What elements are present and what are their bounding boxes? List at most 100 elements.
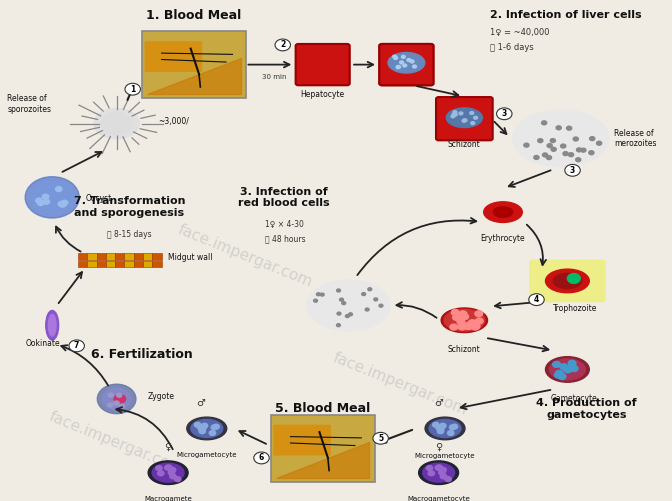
Ellipse shape <box>484 202 522 222</box>
Circle shape <box>379 304 383 307</box>
FancyBboxPatch shape <box>436 97 493 140</box>
Circle shape <box>463 119 467 122</box>
Circle shape <box>573 137 579 141</box>
Text: 3. Infection of
red blood cells: 3. Infection of red blood cells <box>239 186 330 208</box>
Circle shape <box>209 430 216 435</box>
Circle shape <box>396 66 400 69</box>
Ellipse shape <box>46 311 58 340</box>
Text: 1. Blood Meal: 1. Blood Meal <box>146 9 241 22</box>
Circle shape <box>125 83 140 95</box>
Circle shape <box>457 319 465 325</box>
Circle shape <box>396 66 401 68</box>
Text: 6: 6 <box>259 453 264 462</box>
FancyBboxPatch shape <box>153 261 162 267</box>
Circle shape <box>440 474 447 479</box>
Circle shape <box>413 65 417 68</box>
Circle shape <box>459 311 467 317</box>
FancyBboxPatch shape <box>271 415 374 481</box>
Text: Hepatocyte: Hepatocyte <box>300 90 345 99</box>
Circle shape <box>436 465 442 470</box>
Text: ♀: ♀ <box>435 442 442 452</box>
Ellipse shape <box>442 308 488 333</box>
Circle shape <box>566 126 572 130</box>
Text: Gametocyte: Gametocyte <box>550 394 597 403</box>
Text: 7: 7 <box>74 341 79 350</box>
Ellipse shape <box>152 463 184 482</box>
Ellipse shape <box>446 108 482 128</box>
Text: Schizont: Schizont <box>448 345 480 354</box>
Text: 6. Fertilization: 6. Fertilization <box>91 348 194 361</box>
Circle shape <box>461 314 468 320</box>
Circle shape <box>433 422 439 427</box>
Circle shape <box>451 424 458 429</box>
Ellipse shape <box>493 207 513 217</box>
Circle shape <box>439 470 445 475</box>
FancyBboxPatch shape <box>115 253 124 260</box>
Circle shape <box>497 108 512 120</box>
Circle shape <box>61 200 68 205</box>
Circle shape <box>538 139 543 143</box>
Circle shape <box>317 293 321 296</box>
Circle shape <box>563 152 568 156</box>
Circle shape <box>428 471 435 476</box>
Circle shape <box>556 370 563 376</box>
Circle shape <box>437 429 444 434</box>
Circle shape <box>407 59 411 62</box>
Circle shape <box>194 422 201 427</box>
Circle shape <box>199 429 206 434</box>
Circle shape <box>158 471 164 476</box>
Circle shape <box>470 112 474 115</box>
Circle shape <box>31 181 73 213</box>
Circle shape <box>547 144 552 148</box>
Circle shape <box>337 312 341 315</box>
Circle shape <box>114 394 126 403</box>
Circle shape <box>529 294 544 306</box>
Circle shape <box>552 361 560 367</box>
Text: Ookinate: Ookinate <box>26 339 60 348</box>
Circle shape <box>448 430 454 435</box>
Circle shape <box>568 364 576 370</box>
Polygon shape <box>276 442 370 477</box>
Circle shape <box>42 194 49 199</box>
Text: ♂: ♂ <box>196 398 205 408</box>
Text: Release of
merozoites: Release of merozoites <box>614 129 657 148</box>
Circle shape <box>200 425 206 430</box>
Circle shape <box>472 323 480 329</box>
Text: Microgametocyte: Microgametocyte <box>415 453 475 459</box>
Circle shape <box>368 288 372 291</box>
FancyBboxPatch shape <box>106 261 115 267</box>
Circle shape <box>569 153 574 157</box>
Circle shape <box>43 199 50 204</box>
FancyBboxPatch shape <box>144 41 202 72</box>
Circle shape <box>337 324 341 327</box>
FancyBboxPatch shape <box>124 261 134 267</box>
Ellipse shape <box>93 108 140 139</box>
Circle shape <box>168 470 175 475</box>
Circle shape <box>321 293 324 296</box>
FancyBboxPatch shape <box>143 253 153 260</box>
Circle shape <box>156 465 162 470</box>
Ellipse shape <box>187 417 226 440</box>
Text: 3: 3 <box>502 109 507 118</box>
Text: 2: 2 <box>280 41 286 50</box>
Ellipse shape <box>550 359 585 380</box>
Circle shape <box>254 452 269 464</box>
Circle shape <box>439 423 446 428</box>
Circle shape <box>365 308 369 311</box>
Circle shape <box>576 158 581 162</box>
Circle shape <box>452 113 456 116</box>
Text: 2. Infection of liver cells: 2. Infection of liver cells <box>490 11 642 21</box>
Circle shape <box>345 315 349 318</box>
FancyBboxPatch shape <box>134 253 143 260</box>
Circle shape <box>456 316 464 321</box>
Circle shape <box>542 121 547 125</box>
FancyBboxPatch shape <box>97 261 106 267</box>
Ellipse shape <box>423 463 454 482</box>
Circle shape <box>275 39 290 51</box>
Circle shape <box>471 324 479 330</box>
Text: 5. Blood Meal: 5. Blood Meal <box>275 402 370 415</box>
Circle shape <box>119 404 124 408</box>
Circle shape <box>452 310 459 315</box>
Text: Release of
sporozoites: Release of sporozoites <box>7 94 51 114</box>
Circle shape <box>59 202 66 207</box>
